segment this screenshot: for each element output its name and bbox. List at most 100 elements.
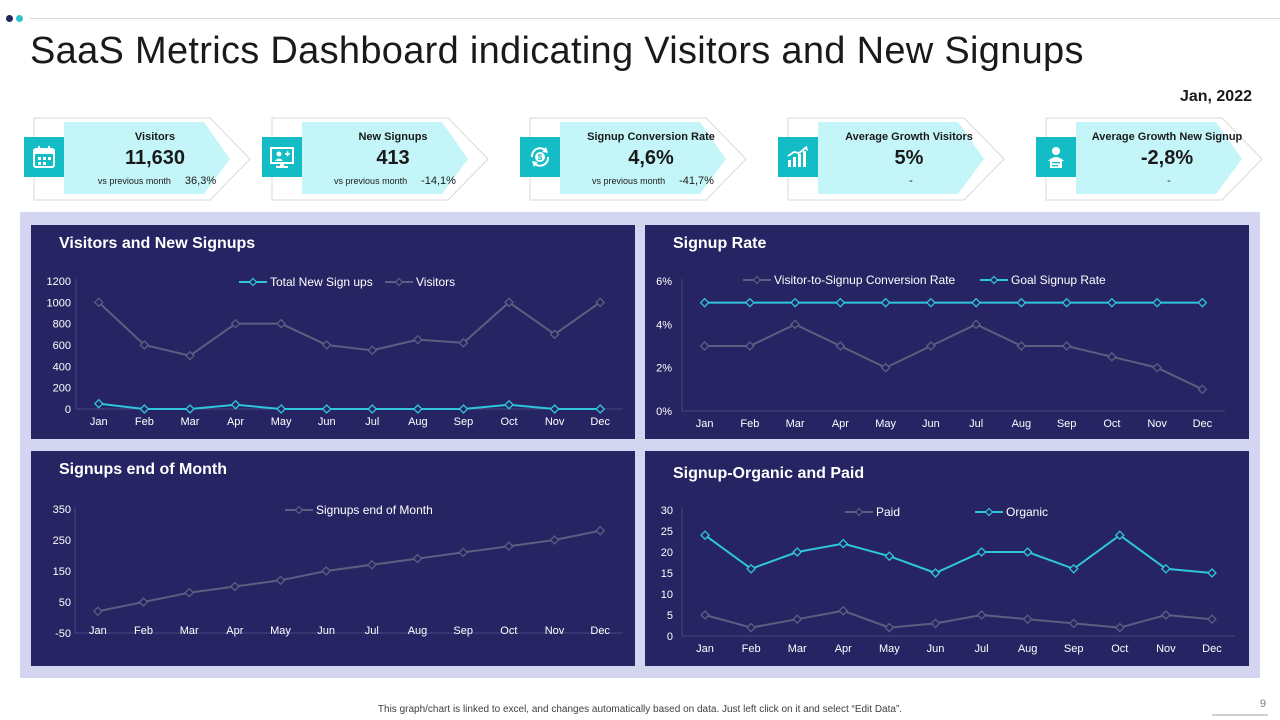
signups-end-month-chart: 350 250 150 50 -50 Jan Feb Mar Apr May Jun Jul Aug Se… (53, 503, 623, 640)
data-point (1114, 622, 1125, 633)
x-tick-label: Oct (1111, 643, 1128, 655)
y-tick-label: 5 (667, 610, 673, 622)
x-tick-label: Feb (742, 643, 761, 655)
dollar-cycle-icon: $ (520, 137, 560, 177)
chart-panel-signup-rate: 6% 4% 2% 0% Jan Feb Mar Apr May Jun Jul Aug Sep Oct No… (645, 225, 1249, 439)
legend-label: Paid (876, 505, 900, 519)
data-point (835, 297, 846, 308)
chart-panel-visitors-signups: 1200 1000 800 600 400 200 0 Jan Feb Mar Apr May Jun J… (31, 225, 635, 439)
kpi-value: -2,8% (1140, 147, 1194, 169)
data-point (138, 597, 149, 607)
legend-marker (752, 275, 762, 285)
data-point (549, 535, 560, 545)
kpi-card-new-signups: New Signups 413 vs previous month -14,1% (258, 116, 490, 202)
data-point (366, 559, 377, 570)
x-tick-label: Sep (1064, 643, 1084, 655)
x-tick-label: Oct (500, 625, 517, 637)
data-point (458, 404, 469, 414)
data-point (230, 318, 241, 329)
data-point (504, 399, 514, 410)
data-point (699, 297, 710, 308)
data-point (458, 547, 469, 558)
data-point (1152, 297, 1163, 308)
data-point (184, 587, 195, 598)
kpi-card-conversion-rate: $ Signup Conversion Rate 4,6% vs previou… (516, 116, 748, 202)
x-tick-label: Mar (786, 418, 805, 430)
kpi-label: Average Growth New Signup (1091, 131, 1243, 143)
data-point (1207, 614, 1217, 625)
x-tick-label: Jul (365, 416, 379, 428)
data-point (976, 610, 987, 620)
x-tick-label: Aug (408, 625, 428, 637)
y-tick-label: 600 (53, 340, 71, 352)
data-point (185, 350, 195, 361)
x-tick-label: Jan (90, 416, 108, 428)
x-tick-label: Nov (545, 625, 565, 637)
kpi-card-visitors: Visitors 11,630 vs previous month 36,3% (20, 116, 252, 202)
x-tick-label: Aug (1018, 643, 1038, 655)
y-tick-label: 800 (53, 319, 71, 331)
legend-label: Visitor-to-Signup Conversion Rate (774, 273, 956, 287)
x-tick-label: Jun (927, 643, 945, 655)
bottom-rule (1212, 714, 1268, 716)
kpi-value: 413 (376, 147, 410, 169)
data-point (1061, 297, 1072, 308)
y-tick-label: 0% (656, 406, 672, 418)
signup-rate-chart: 6% 4% 2% 0% Jan Feb Mar Apr May Jun Jul Aug Sep Oct No… (656, 273, 1225, 430)
data-point (744, 341, 755, 351)
data-point (321, 566, 332, 576)
chart-panel-organic-paid: 30 25 20 15 10 5 0 Jan Feb Mar Apr May Jun Jul Aug Sep O… (645, 451, 1249, 666)
x-tick-label: Dec (590, 416, 610, 428)
kpi-sub-label: vs previous month (334, 176, 408, 186)
page-title: SaaS Metrics Dashboard indicating Visito… (30, 30, 1084, 72)
data-point (884, 551, 895, 562)
x-tick-label: Sep (1057, 418, 1077, 430)
kpi-label: Average Growth Visitors (845, 131, 973, 143)
data-point (1068, 563, 1079, 574)
x-tick-label: May (879, 643, 900, 655)
data-point (930, 618, 941, 629)
x-tick-label: Feb (134, 625, 153, 637)
x-tick-label: Dec (590, 625, 610, 637)
data-point (412, 404, 423, 414)
series-line (704, 609, 1213, 629)
y-tick-label: 150 (53, 566, 71, 578)
legend-marker (294, 505, 304, 515)
data-point (230, 399, 241, 410)
data-point (744, 297, 755, 308)
data-point (792, 614, 803, 625)
data-point (549, 329, 560, 340)
data-point (925, 341, 936, 351)
chart-title: Visitors and New Signups (59, 235, 256, 252)
y-tick-label: 0 (667, 631, 673, 643)
data-point (971, 297, 982, 308)
data-point (321, 404, 332, 414)
data-point (976, 547, 987, 557)
y-tick-label: 50 (59, 597, 71, 609)
top-divider (30, 18, 1280, 19)
data-point (1152, 362, 1163, 373)
data-point (1207, 568, 1217, 578)
data-point (1197, 297, 1208, 308)
x-tick-label: Oct (500, 416, 517, 428)
data-point (367, 404, 378, 414)
kpi-sub-label: vs previous month (97, 176, 171, 186)
y-tick-label: 30 (661, 505, 673, 517)
data-point (503, 541, 514, 552)
data-point (700, 530, 710, 541)
chart-title: Signup Rate (673, 235, 767, 252)
x-tick-label: Nov (1156, 643, 1176, 655)
page-number: 9 (1259, 698, 1266, 710)
x-tick-label: Apr (226, 625, 243, 637)
data-point (276, 318, 287, 329)
x-tick-label: May (270, 625, 291, 637)
data-point (700, 610, 710, 620)
organic-paid-chart: 30 25 20 15 10 5 0 Jan Feb Mar Apr May Jun Jul Aug Sep O… (661, 505, 1235, 655)
series-line (98, 301, 601, 357)
data-point (1106, 297, 1117, 308)
x-tick-label: Jun (318, 416, 336, 428)
monitor-user-icon (262, 137, 302, 177)
data-point (275, 575, 286, 586)
legend-marker (394, 277, 404, 287)
x-tick-label: Nov (1147, 418, 1167, 430)
